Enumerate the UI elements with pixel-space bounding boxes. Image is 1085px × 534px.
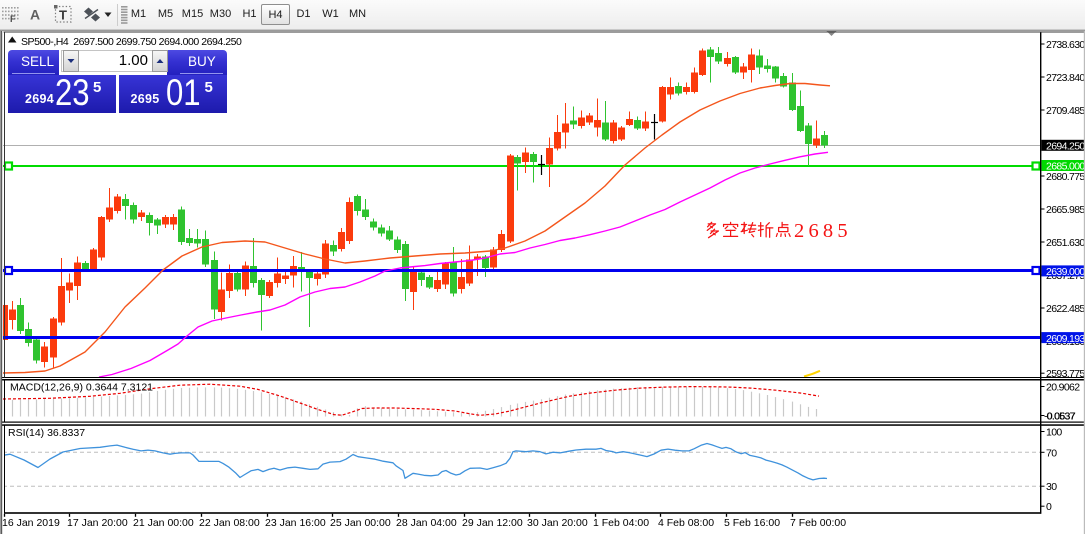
svg-text:2709.485: 2709.485 bbox=[1046, 105, 1085, 117]
svg-text:2694.250: 2694.250 bbox=[1046, 141, 1085, 153]
svg-text:2609.193: 2609.193 bbox=[1046, 333, 1085, 345]
svg-text:2593.775: 2593.775 bbox=[1046, 368, 1085, 380]
svg-text:2665.985: 2665.985 bbox=[1046, 204, 1085, 216]
svg-text:2685: 2685 bbox=[794, 220, 852, 242]
svg-text:A: A bbox=[30, 7, 40, 23]
svg-text:T: T bbox=[59, 8, 67, 23]
svg-text:0: 0 bbox=[1046, 501, 1052, 513]
svg-text:100: 100 bbox=[1046, 427, 1062, 439]
svg-text:-0.0637: -0.0637 bbox=[1044, 411, 1076, 423]
svg-text:2738.630: 2738.630 bbox=[1046, 39, 1085, 51]
svg-text:2723.840: 2723.840 bbox=[1046, 72, 1085, 84]
svg-text:29 Jan 12:00: 29 Jan 12:00 bbox=[462, 517, 523, 529]
svg-text:2651.630: 2651.630 bbox=[1046, 237, 1085, 249]
svg-text:RSI(14) 36.8337: RSI(14) 36.8337 bbox=[8, 427, 85, 439]
svg-text:MACD(12,26,9) 0.3644 7.3121: MACD(12,26,9) 0.3644 7.3121 bbox=[10, 382, 153, 394]
svg-text:F: F bbox=[10, 14, 16, 24]
svg-text:30 Jan 20:00: 30 Jan 20:00 bbox=[527, 517, 588, 529]
svg-text:1 Feb 04:00: 1 Feb 04:00 bbox=[593, 517, 649, 529]
svg-text:17 Jan 20:00: 17 Jan 20:00 bbox=[67, 517, 128, 529]
svg-text:SP500-,H4 2697.500 2699.750 2: SP500-,H4 2697.500 2699.750 2694.000 269… bbox=[21, 36, 242, 48]
svg-text:2622.485: 2622.485 bbox=[1046, 303, 1085, 315]
svg-text:28 Jan 04:00: 28 Jan 04:00 bbox=[396, 517, 457, 529]
svg-text:0.0537: 0.0537 bbox=[1047, 411, 1076, 423]
svg-text:25 Jan 00:00: 25 Jan 00:00 bbox=[330, 517, 391, 529]
svg-text:30: 30 bbox=[1046, 481, 1057, 493]
svg-text:5 Feb 16:00: 5 Feb 16:00 bbox=[724, 517, 780, 529]
svg-text:7 Feb 00:00: 7 Feb 00:00 bbox=[790, 517, 846, 529]
svg-text:22 Jan 08:00: 22 Jan 08:00 bbox=[199, 517, 260, 529]
svg-text:70: 70 bbox=[1046, 447, 1057, 459]
svg-text:2639.000: 2639.000 bbox=[1046, 266, 1085, 278]
svg-text:16 Jan 2019: 16 Jan 2019 bbox=[2, 517, 60, 529]
svg-text:20.9062: 20.9062 bbox=[1046, 382, 1080, 394]
svg-text:21 Jan 00:00: 21 Jan 00:00 bbox=[133, 517, 194, 529]
svg-text:23 Jan 16:00: 23 Jan 16:00 bbox=[265, 517, 326, 529]
svg-text:2680.775: 2680.775 bbox=[1046, 171, 1085, 183]
svg-text:2685.000: 2685.000 bbox=[1046, 161, 1085, 173]
svg-text:4 Feb 08:00: 4 Feb 08:00 bbox=[658, 517, 714, 529]
